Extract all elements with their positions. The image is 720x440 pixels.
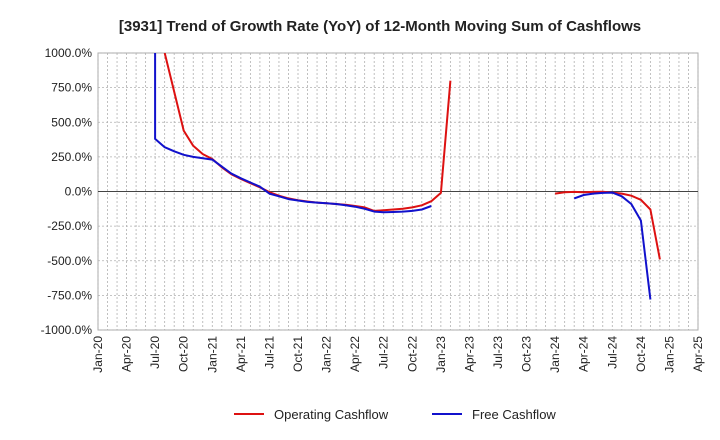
chart-title: [3931] Trend of Growth Rate (YoY) of 12-… bbox=[119, 18, 641, 35]
x-tick-label: Apr-25 bbox=[691, 336, 705, 372]
x-tick-label: Oct-24 bbox=[634, 336, 648, 372]
y-tick-label: 1000.0% bbox=[45, 46, 93, 60]
x-tick-label: Jul-23 bbox=[491, 336, 505, 369]
x-tick-label: Oct-20 bbox=[177, 336, 191, 372]
x-tick-label: Apr-23 bbox=[462, 336, 476, 372]
y-tick-label: -750.0% bbox=[47, 288, 92, 302]
y-tick-label: 500.0% bbox=[51, 115, 92, 129]
x-tick-label: Apr-22 bbox=[348, 336, 362, 372]
legend-label: Free Cashflow bbox=[472, 407, 556, 422]
y-tick-label: 750.0% bbox=[51, 81, 92, 95]
x-tick-label: Jul-20 bbox=[148, 336, 162, 369]
x-tick-label: Jul-21 bbox=[262, 336, 276, 369]
x-tick-label: Jan-24 bbox=[548, 336, 562, 373]
x-tick-label: Oct-23 bbox=[520, 336, 534, 372]
x-tick-label: Oct-21 bbox=[291, 336, 305, 372]
series-lines bbox=[154, 53, 661, 300]
x-axis: Jan-20 Apr-20 Jul-20 Oct-20 Jan-21 Apr-21 Jul-… bbox=[91, 336, 705, 373]
series-line-free-cashflow bbox=[573, 191, 652, 300]
x-tick-label: Jan-20 bbox=[91, 336, 105, 373]
x-tick-label: Jul-22 bbox=[377, 336, 391, 369]
y-tick-label: 250.0% bbox=[51, 150, 92, 164]
x-tick-label: Jan-22 bbox=[320, 336, 334, 373]
x-tick-label: Jan-25 bbox=[662, 336, 676, 373]
x-tick-label: Apr-24 bbox=[577, 336, 591, 372]
x-tick-label: Jan-21 bbox=[205, 336, 219, 373]
legend-label: Operating Cashflow bbox=[274, 407, 389, 422]
y-tick-label: 0.0% bbox=[65, 185, 93, 199]
x-tick-label: Jan-23 bbox=[434, 336, 448, 373]
y-tick-label: -250.0% bbox=[47, 219, 92, 233]
grid bbox=[97, 52, 699, 331]
y-tick-label: -500.0% bbox=[47, 254, 92, 268]
x-tick-label: Jul-24 bbox=[605, 336, 619, 369]
y-axis: 1000.0% 750.0% 500.0% 250.0% 0.0% -250.0% -500… bbox=[41, 46, 93, 337]
y-tick-label: -1000.0% bbox=[41, 323, 93, 337]
series-line-free-cashflow bbox=[154, 53, 432, 214]
x-tick-label: Apr-21 bbox=[234, 336, 248, 372]
legend: Operating Cashflow Free Cashflow bbox=[234, 407, 556, 422]
x-tick-label: Apr-20 bbox=[120, 336, 134, 372]
x-tick-label: Oct-22 bbox=[405, 336, 419, 372]
